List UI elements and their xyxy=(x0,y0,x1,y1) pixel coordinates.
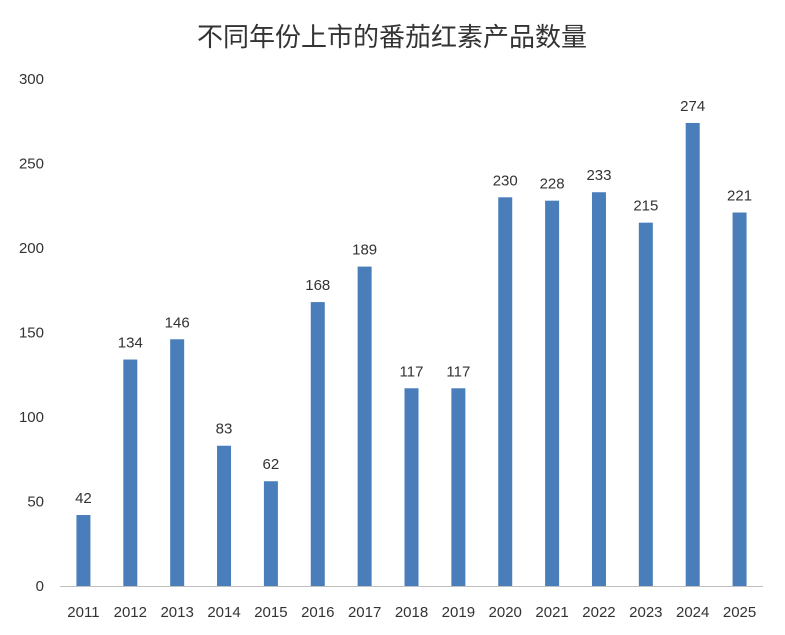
x-tick-label: 2018 xyxy=(395,604,428,621)
bar xyxy=(451,388,466,586)
bar xyxy=(217,445,232,586)
bars xyxy=(76,122,747,587)
x-tick-label: 2020 xyxy=(489,604,522,621)
data-label: 42 xyxy=(75,490,92,507)
bar xyxy=(638,222,653,586)
x-tick-label: 2021 xyxy=(535,604,568,621)
data-label: 117 xyxy=(446,363,470,380)
bar xyxy=(404,388,419,586)
y-tick-label: 0 xyxy=(36,578,44,595)
y-tick-label: 300 xyxy=(19,71,44,88)
x-tick-label: 2019 xyxy=(442,604,475,621)
x-tick-label: 2017 xyxy=(348,604,381,621)
x-tick-label: 2015 xyxy=(254,604,287,621)
x-tick-label: 2025 xyxy=(723,604,756,621)
y-axis-ticks: 0 50 100 150 200 250 300 xyxy=(19,71,44,595)
x-tick-label: 2013 xyxy=(160,604,193,621)
data-label: 215 xyxy=(633,198,658,215)
y-tick-label: 250 xyxy=(19,156,44,173)
x-axis-ticks: 2011 2012 2013 2014 2015 2016 2017 2018 2019 2020… xyxy=(67,604,756,621)
x-tick-label: 2024 xyxy=(676,604,709,621)
chart-title: 不同年份上市的番茄红素产品数量 xyxy=(197,23,587,53)
data-label: 221 xyxy=(727,188,752,205)
x-tick-label: 2023 xyxy=(629,604,662,621)
data-label: 274 xyxy=(680,98,705,115)
data-labels: 42 134 146 83 62 168 189 117 117 230 228 233 215 274 2… xyxy=(75,98,752,507)
data-label: 83 xyxy=(216,421,233,438)
data-label: 62 xyxy=(263,456,280,473)
data-label: 233 xyxy=(586,167,611,184)
bar xyxy=(170,339,185,586)
y-tick-label: 150 xyxy=(19,325,44,342)
x-tick-label: 2016 xyxy=(301,604,334,621)
bar xyxy=(591,192,606,587)
bar xyxy=(498,197,513,587)
bar xyxy=(357,266,372,586)
bar xyxy=(263,481,278,586)
data-label: 189 xyxy=(352,242,377,259)
bar xyxy=(732,212,747,586)
bar xyxy=(76,515,91,586)
bar xyxy=(685,122,700,586)
bar xyxy=(545,200,560,586)
y-tick-label: 100 xyxy=(19,409,44,426)
data-label: 230 xyxy=(493,172,518,189)
data-label: 146 xyxy=(165,314,190,331)
data-label: 228 xyxy=(540,176,565,193)
y-tick-label: 200 xyxy=(19,240,44,257)
data-label: 134 xyxy=(118,335,143,352)
data-label: 168 xyxy=(305,277,330,294)
y-tick-label: 50 xyxy=(27,494,44,511)
bar xyxy=(310,302,325,586)
x-tick-label: 2011 xyxy=(67,604,99,621)
x-tick-label: 2012 xyxy=(114,604,147,621)
bar xyxy=(123,359,138,586)
x-tick-label: 2014 xyxy=(207,604,240,621)
data-label: 117 xyxy=(400,363,424,380)
x-tick-label: 2022 xyxy=(582,604,615,621)
